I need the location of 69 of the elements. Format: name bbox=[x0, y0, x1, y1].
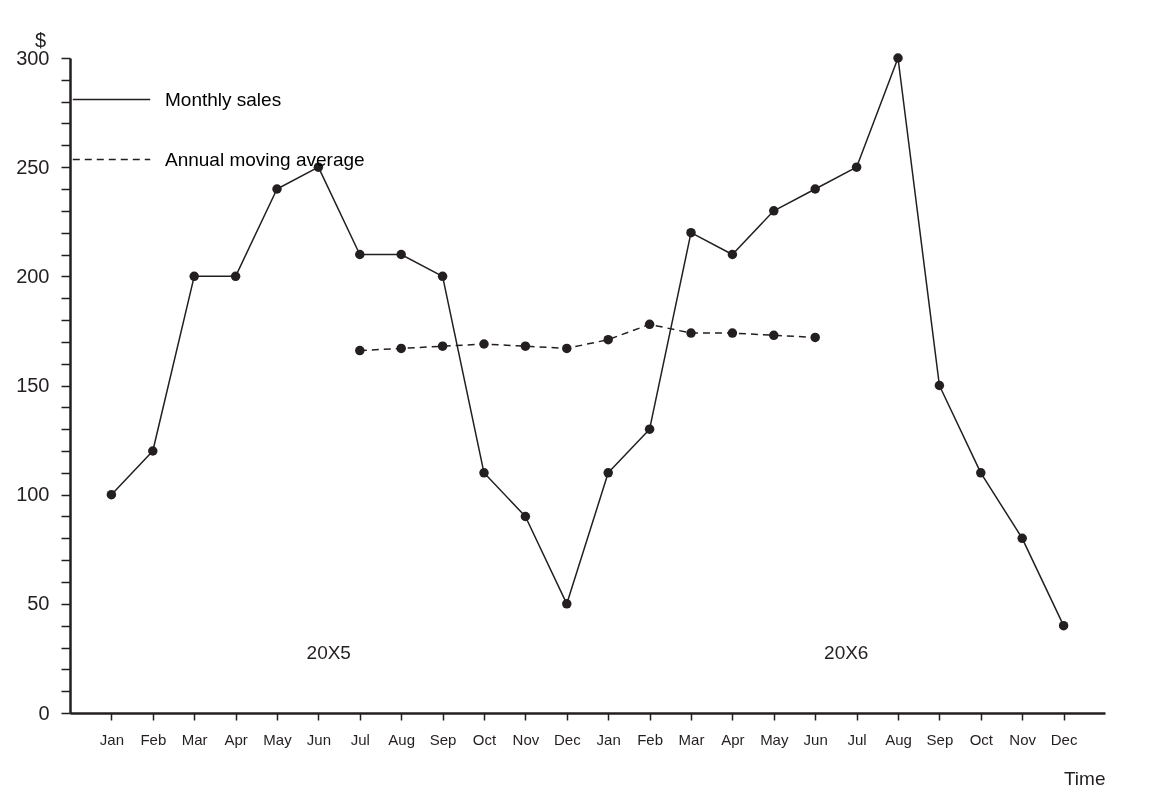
x-tick-label: Jul bbox=[350, 730, 370, 748]
x-tick-label: Apr bbox=[721, 730, 745, 748]
x-tick-label: Mar bbox=[678, 730, 705, 748]
point bbox=[686, 227, 696, 238]
y-tick-label: 100 bbox=[16, 483, 50, 506]
point bbox=[272, 184, 282, 194]
point bbox=[1058, 620, 1069, 631]
point bbox=[396, 249, 406, 260]
legend-label: Monthly sales bbox=[165, 88, 282, 110]
point bbox=[437, 341, 448, 351]
point bbox=[106, 489, 117, 500]
point bbox=[230, 271, 241, 282]
point bbox=[437, 271, 448, 282]
point bbox=[644, 424, 655, 434]
x-tick-label: May bbox=[263, 730, 293, 748]
point bbox=[1017, 533, 1027, 544]
y-tick-label: 150 bbox=[16, 374, 50, 396]
y-tick-label: 200 bbox=[16, 264, 50, 287]
point bbox=[562, 343, 572, 354]
point bbox=[644, 319, 655, 330]
point bbox=[479, 339, 489, 349]
x-tick-label: Mar bbox=[181, 730, 208, 748]
point bbox=[148, 446, 158, 456]
y-tick-label: 50 bbox=[27, 592, 50, 615]
x-tick-label: Feb bbox=[140, 730, 167, 748]
point bbox=[727, 249, 738, 260]
point bbox=[479, 468, 489, 478]
x-tick-label: Nov bbox=[512, 730, 540, 748]
x-tick-label: Aug bbox=[388, 730, 416, 748]
point bbox=[520, 511, 531, 522]
x-tick-label: Oct bbox=[969, 730, 994, 748]
point bbox=[686, 328, 696, 338]
point bbox=[851, 162, 862, 172]
point bbox=[603, 468, 613, 478]
x-tick-label: Sep bbox=[429, 730, 457, 748]
x-tick-label: Dec bbox=[553, 730, 582, 748]
point bbox=[727, 328, 738, 338]
x-tick-label: Nov bbox=[1009, 730, 1037, 748]
y-tick-label: 250 bbox=[16, 155, 50, 178]
point bbox=[396, 343, 406, 354]
point bbox=[893, 53, 903, 63]
x-tick-label: Jun bbox=[306, 730, 331, 748]
x-tick-label: Feb bbox=[637, 730, 664, 748]
point bbox=[769, 330, 779, 341]
x-tick-label: Sep bbox=[926, 730, 954, 748]
point bbox=[810, 184, 820, 194]
x-tick-label: Jan bbox=[596, 730, 621, 748]
x-tick-label: Jul bbox=[847, 730, 867, 748]
x-tick-label: Jan bbox=[99, 730, 124, 748]
point bbox=[520, 341, 531, 351]
point bbox=[976, 468, 986, 478]
x-tick-label: Jun bbox=[803, 730, 828, 748]
x-tick-label: Apr bbox=[224, 730, 248, 748]
x-tick-label: Oct bbox=[472, 730, 497, 748]
point bbox=[810, 332, 820, 343]
x-tick-label: Aug bbox=[885, 730, 912, 748]
point bbox=[603, 334, 613, 345]
annotation: 20X6 bbox=[824, 642, 869, 663]
point bbox=[355, 249, 365, 260]
point bbox=[562, 599, 572, 609]
point bbox=[355, 345, 365, 356]
x-axis-title: Time bbox=[1063, 767, 1106, 789]
x-tick-label: May bbox=[760, 730, 789, 748]
point bbox=[934, 380, 945, 391]
x-tick-label: Dec bbox=[1050, 730, 1078, 748]
y-tick-label: 0 bbox=[38, 701, 50, 724]
point bbox=[189, 271, 199, 282]
point bbox=[769, 206, 779, 216]
annotation: 20X5 bbox=[306, 642, 351, 663]
